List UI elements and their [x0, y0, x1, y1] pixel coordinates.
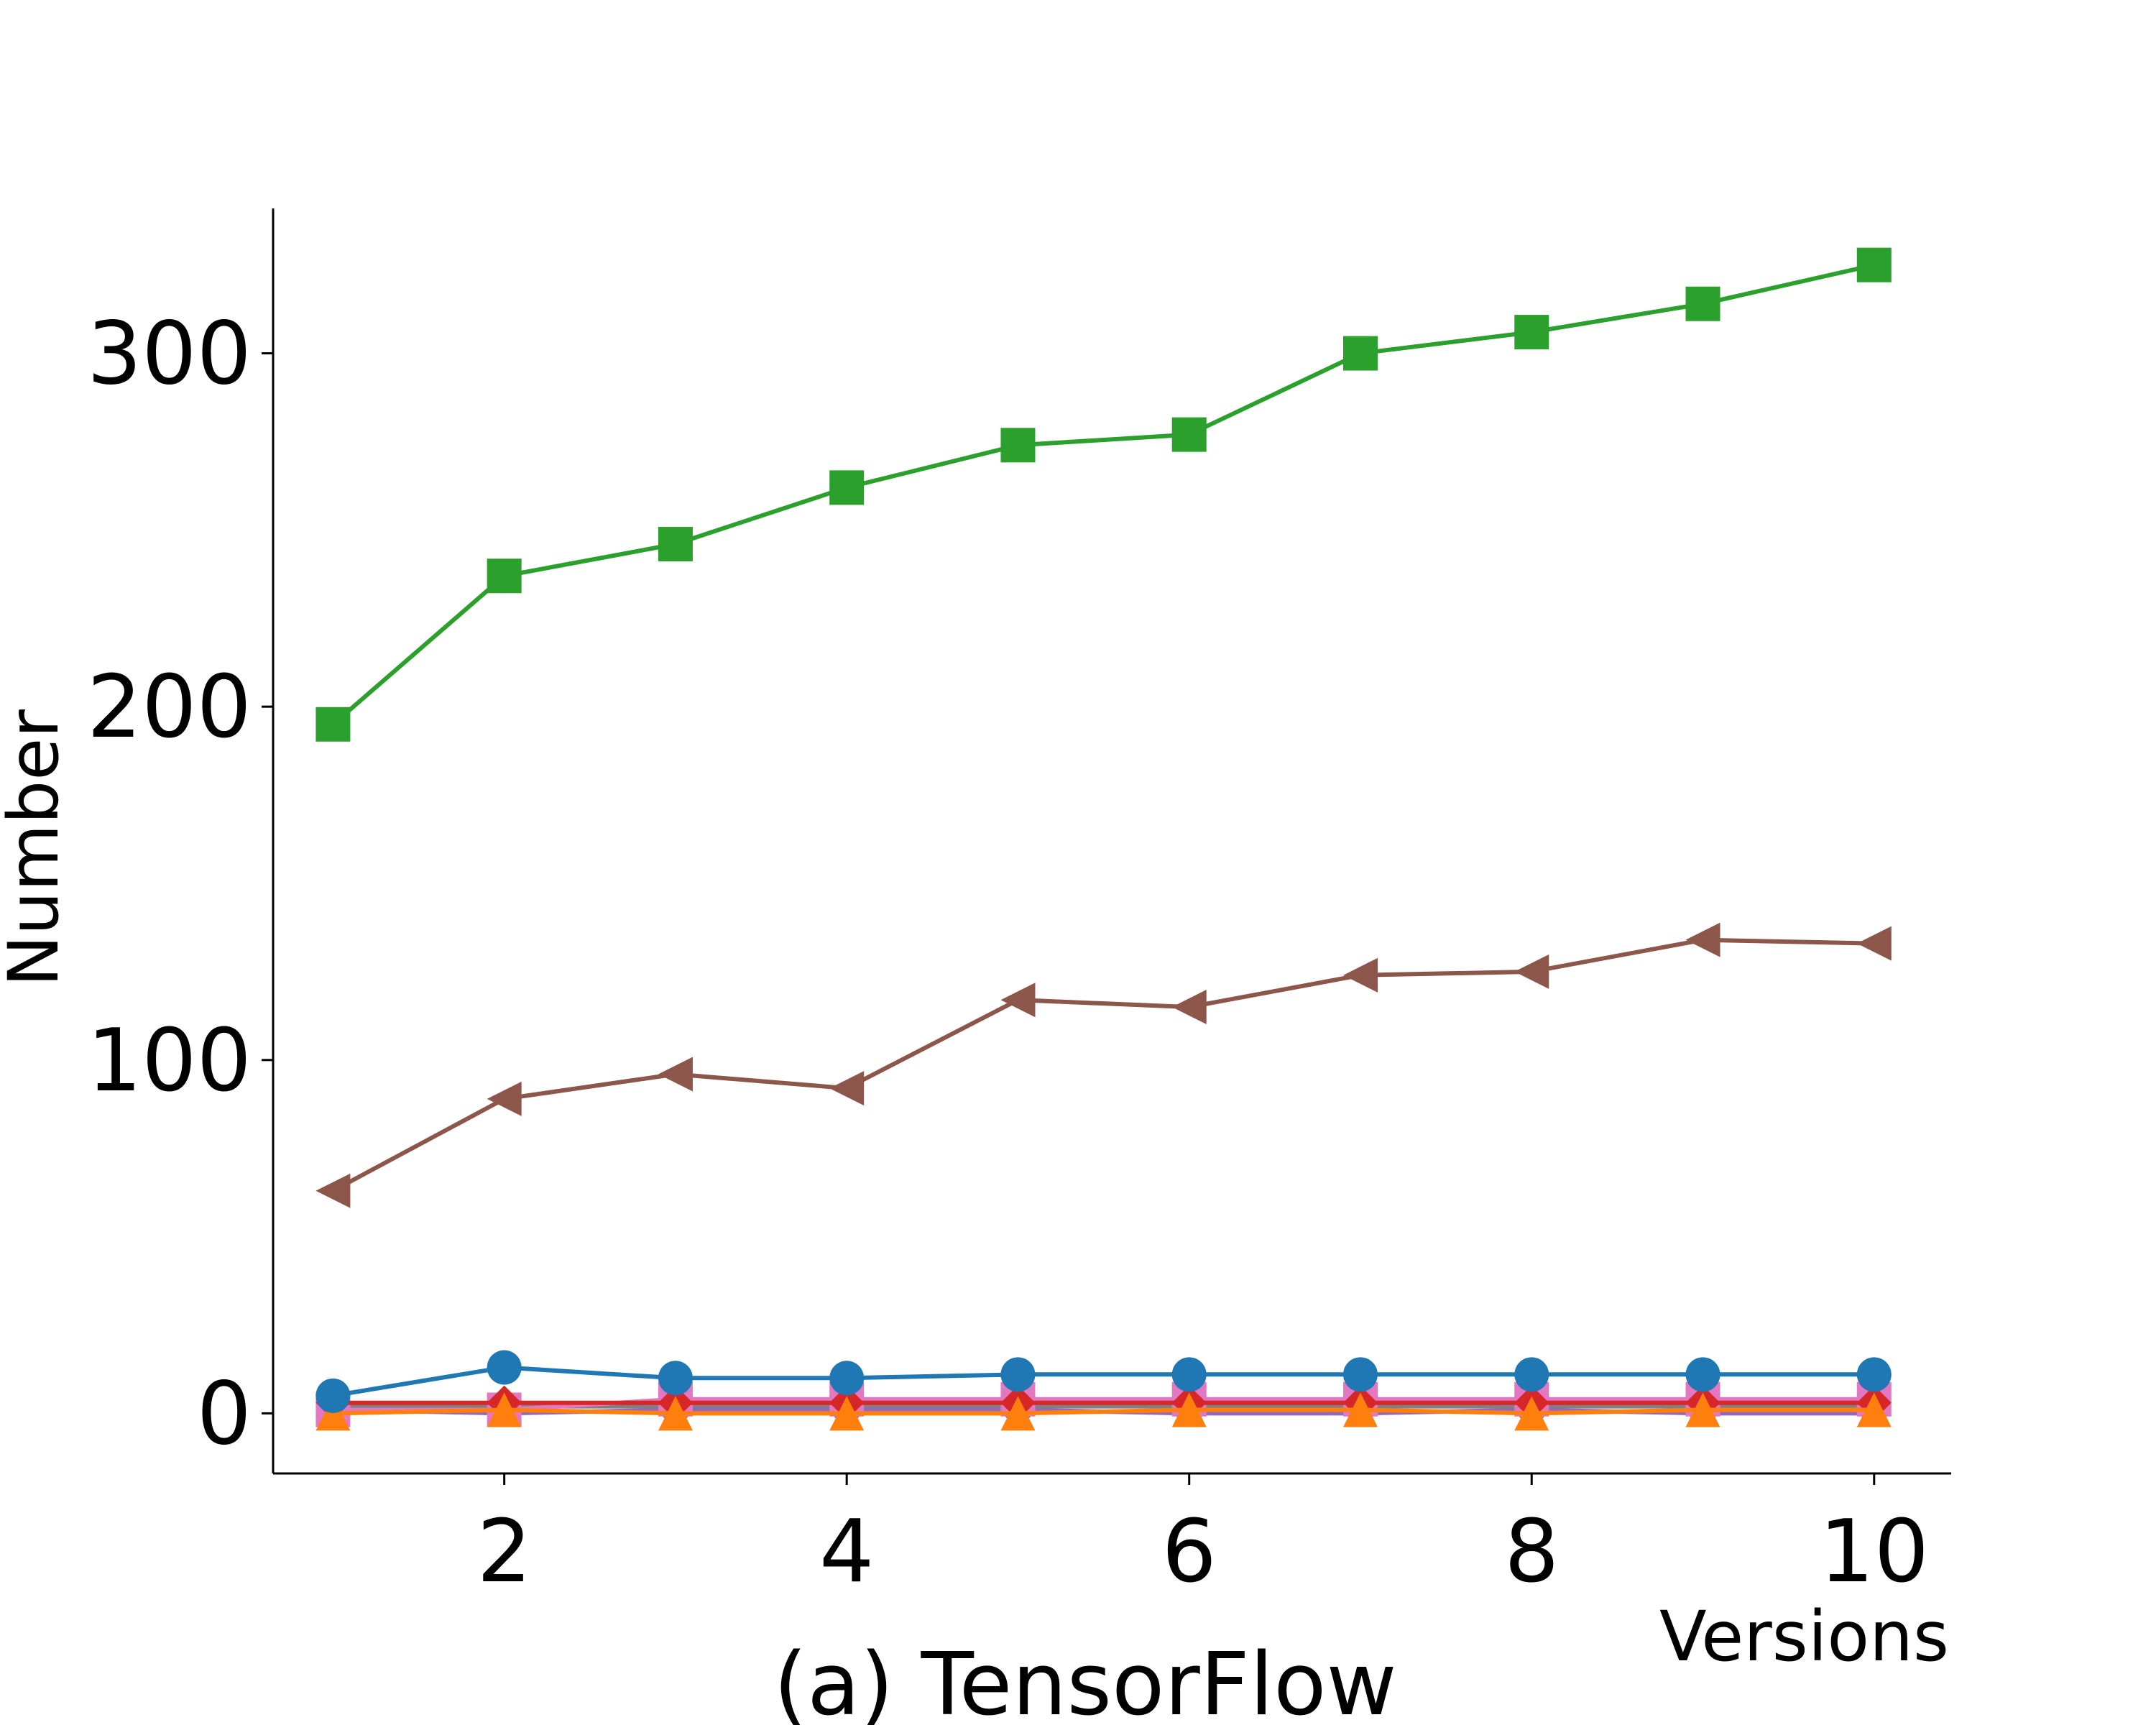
data-point	[1685, 286, 1720, 321]
data-point	[829, 1071, 865, 1106]
data-point	[1856, 1357, 1892, 1392]
data-point	[1171, 417, 1207, 452]
data-point	[315, 1396, 351, 1431]
data-point	[1856, 1392, 1892, 1427]
x-tick-label: 10	[1819, 1502, 1929, 1602]
data-point	[1342, 1357, 1378, 1392]
series-2	[315, 1350, 1892, 1413]
y-tick-label: 200	[87, 658, 252, 758]
data-point	[1342, 957, 1378, 993]
data-point	[315, 1173, 351, 1208]
data-point	[1856, 926, 1892, 961]
data-point	[1171, 990, 1207, 1025]
data-point	[1171, 1357, 1207, 1392]
data-point	[315, 1378, 351, 1413]
data-point	[658, 1057, 693, 1092]
series-4	[315, 1385, 1892, 1420]
data-point	[1685, 1392, 1720, 1427]
chart-caption: (a) TensorFlow	[773, 1635, 1396, 1725]
series-layer	[315, 247, 1892, 1431]
data-point	[829, 1396, 865, 1431]
data-point	[1000, 428, 1036, 463]
data-point	[487, 1350, 522, 1385]
data-point	[1514, 1357, 1549, 1392]
data-point	[315, 707, 351, 742]
data-point	[1342, 336, 1378, 371]
data-point	[658, 527, 693, 562]
data-point	[1514, 315, 1549, 350]
y-axis-title: Number	[0, 709, 74, 987]
data-point	[487, 1392, 522, 1427]
y-tick-label: 300	[87, 305, 252, 405]
data-point	[1514, 1396, 1549, 1431]
series-0	[315, 247, 1892, 742]
data-point	[1342, 1392, 1378, 1427]
data-point	[487, 1081, 522, 1116]
axes	[272, 208, 1951, 1475]
data-point	[658, 1396, 693, 1431]
data-point	[1171, 1392, 1207, 1427]
data-point	[829, 470, 865, 505]
data-point	[1000, 983, 1036, 1018]
x-tick-label: 8	[1504, 1502, 1559, 1602]
data-point	[1685, 1357, 1720, 1392]
series-line	[333, 1407, 1874, 1416]
data-point	[1856, 247, 1892, 282]
data-point	[1000, 1396, 1036, 1431]
series-line	[331, 262, 1875, 727]
series-1	[315, 922, 1892, 1208]
data-point	[1000, 1357, 1036, 1392]
data-point	[829, 1361, 865, 1396]
y-tick-label: 100	[87, 1011, 252, 1111]
series-line	[331, 937, 1874, 1193]
data-point	[487, 558, 522, 594]
data-point	[1685, 922, 1720, 957]
series-3	[315, 1392, 1892, 1431]
x-tick-label: 4	[819, 1502, 874, 1602]
data-point	[1514, 954, 1549, 989]
series-line	[332, 1365, 1874, 1398]
x-tick-label: 2	[476, 1502, 531, 1602]
data-point	[658, 1361, 693, 1396]
x-tick-label: 6	[1162, 1502, 1217, 1602]
y-tick-label: 0	[197, 1364, 252, 1464]
x-axis-title: Versions	[1659, 1596, 1949, 1677]
